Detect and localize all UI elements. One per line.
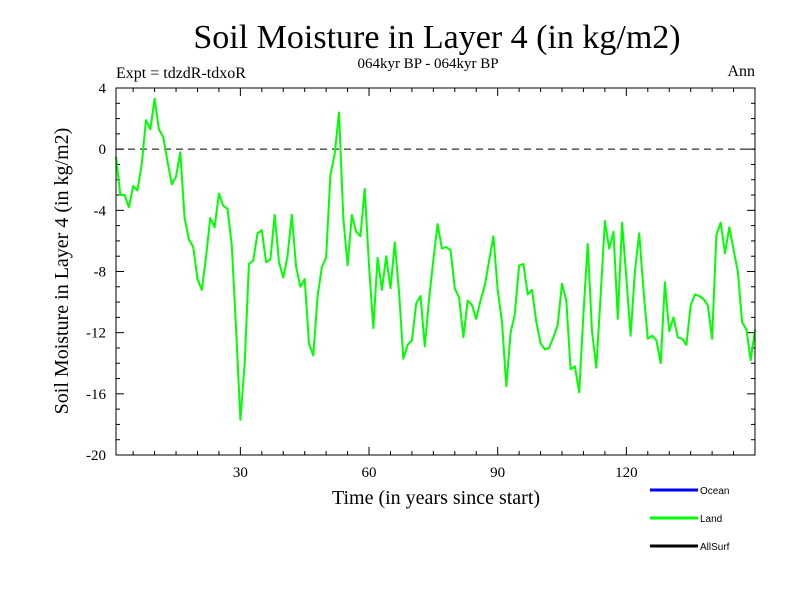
legend-label-land: Land bbox=[700, 514, 722, 525]
legend: Ocean Land AllSurf bbox=[650, 486, 730, 553]
experiment-label: Expt = tdzdR-tdxoR bbox=[116, 65, 246, 82]
plot-frame bbox=[115, 87, 756, 456]
series-line-land bbox=[115, 97, 756, 421]
legend-label-allsurf: AllSurf bbox=[700, 542, 730, 553]
series-layer bbox=[115, 97, 756, 421]
period-label: Ann bbox=[727, 63, 755, 80]
x-axis-label: Time (in years since start) bbox=[332, 487, 540, 509]
x-tick-label: 60 bbox=[362, 465, 377, 481]
x-tick-labels: 30 60 90 120 bbox=[233, 465, 638, 481]
y-tick-label: -8 bbox=[94, 265, 107, 281]
legend-label-ocean: Ocean bbox=[700, 486, 729, 497]
chart-subtitle: 064kyr BP - 064kyr BP bbox=[357, 56, 498, 72]
y-axis-label: Soil Moisture in Layer 4 (in kg/m2) bbox=[51, 128, 73, 415]
y-tick-label: 0 bbox=[99, 142, 107, 158]
x-tick-label: 90 bbox=[490, 465, 505, 481]
chart-title: Soil Moisture in Layer 4 (in kg/m2) bbox=[193, 19, 680, 56]
y-tick-labels: 4 0 -4 -8 -12 -16 -20 bbox=[86, 81, 107, 464]
x-tick-label: 120 bbox=[615, 465, 638, 481]
axis-ticks bbox=[116, 87, 756, 456]
y-tick-label: -12 bbox=[86, 326, 106, 342]
y-tick-label: 4 bbox=[99, 81, 107, 97]
y-tick-label: -20 bbox=[86, 448, 106, 464]
x-tick-label: 30 bbox=[233, 465, 248, 481]
y-tick-label: -4 bbox=[94, 203, 107, 219]
y-tick-label: -16 bbox=[86, 387, 106, 403]
